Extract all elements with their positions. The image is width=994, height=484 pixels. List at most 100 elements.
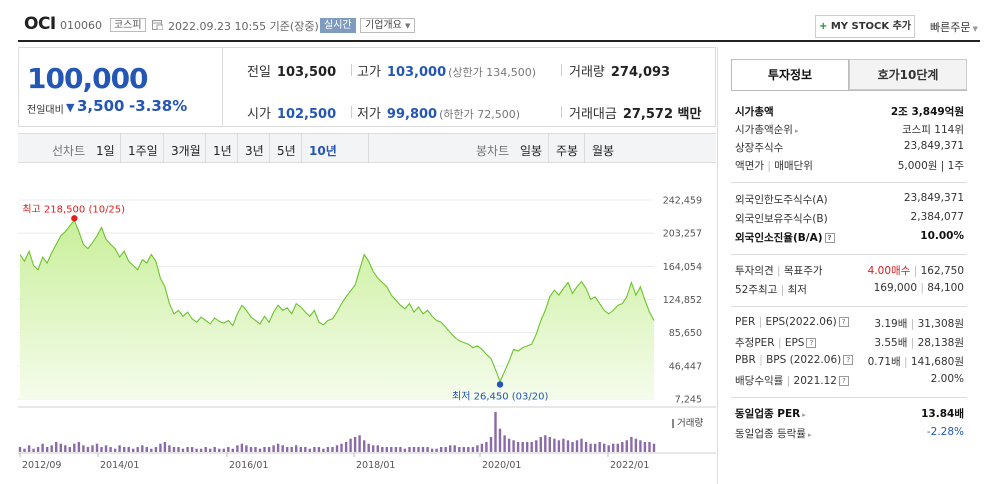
volume-bar [335, 445, 339, 452]
tab-investment-info[interactable]: 투자정보 [731, 59, 849, 90]
volume-bar [449, 445, 452, 452]
company-info-dropdown[interactable]: 기업개요 ▼ [360, 18, 416, 33]
volume-legend: 거래량 [677, 417, 703, 429]
tab-daily[interactable]: 일봉 [520, 144, 543, 158]
tab-orderbook[interactable]: 호가10단계 [849, 59, 967, 90]
help-icon[interactable]: ? [806, 338, 817, 348]
volume-bar [462, 447, 465, 452]
opinion-row: 투자의견 | 목표주가 4.00매수 | 162,750 [735, 263, 964, 281]
x-tick-label: 2020/01 [482, 460, 521, 471]
volume-bar [408, 447, 411, 452]
volume-bar [150, 448, 153, 452]
down-arrow-icon: ▼ [66, 101, 75, 114]
volume-bar [430, 448, 434, 452]
divider [561, 64, 562, 76]
line-chart-label: 선차트 [52, 144, 86, 158]
volume-bar [516, 442, 520, 452]
volume-bar [494, 412, 497, 452]
divider: | [910, 318, 915, 330]
volume-bar [476, 445, 479, 452]
volume-bar [562, 438, 565, 452]
volume-bar [489, 437, 493, 452]
chevron-right-icon: ▸ [794, 127, 799, 135]
volume-bar [227, 447, 230, 452]
volume-bar [435, 448, 438, 452]
tab-3m[interactable]: 3개월 [171, 144, 201, 158]
prev-close-label: 전일 [247, 65, 271, 80]
volume-bar [426, 447, 429, 452]
volume-bar [634, 438, 638, 452]
section-divider [731, 306, 967, 307]
volume-bar [222, 448, 225, 452]
plus-icon: + [818, 21, 828, 32]
price-area [20, 220, 654, 399]
add-mystock-button[interactable]: + MY STOCK 추가 [815, 15, 915, 38]
volume-bar [349, 438, 352, 452]
volume-bar [340, 443, 343, 452]
52week-low-label: 최저 [787, 284, 807, 296]
investment-info-panel: 투자정보 호가10단계 시가총액 2조 3,849억원 시가총액순위 ▸ 코스피 11… [717, 47, 980, 484]
y-tick-label: 124,852 [663, 295, 702, 306]
industry-per-value: 13.84배 [921, 408, 964, 420]
volume-bar [530, 442, 533, 452]
tab-5y[interactable]: 5년 [277, 144, 296, 158]
per-row: PER | EPS(2022.06)? 3.19배 | 31,308원 [735, 316, 964, 334]
volume-bar [385, 447, 388, 452]
open-value: 102,500 [276, 107, 337, 122]
realtime-badge[interactable]: 실시간 [320, 18, 356, 33]
tab-weekly[interactable]: 주봉 [556, 144, 579, 158]
tab-10y[interactable]: 10년 [309, 144, 337, 158]
volume-bar [177, 447, 180, 452]
volume-bar [584, 442, 588, 452]
industry-change-label[interactable]: 동일업종 등락률 [735, 428, 806, 440]
tab-1y[interactable]: 1년 [213, 144, 232, 158]
volume-bar [168, 445, 171, 452]
shares-label: 상장주식수 [735, 142, 784, 154]
help-icon[interactable]: ? [824, 233, 835, 243]
market-cap-rank-label[interactable]: 시가총액순위 ▸ [735, 122, 798, 137]
volume-bar [100, 447, 103, 452]
opinion-value: 4.00매수 [867, 265, 911, 277]
tab-1d[interactable]: 1일 [96, 144, 115, 158]
volume-bar [68, 447, 71, 452]
divider: | [786, 375, 791, 387]
volume-bar [267, 447, 271, 452]
volume-bar [46, 447, 49, 452]
open-label: 시가 [247, 107, 271, 122]
divider: | [904, 356, 908, 368]
unit-label: 매매단위 [774, 160, 813, 172]
prev-close: 전일 103,500 [247, 61, 336, 80]
x-tick-label: 2012/09 [22, 460, 61, 471]
foreign-limit-label: 외국인한도주식수(A) [735, 194, 828, 206]
bps-label: BPS (2022.06) [766, 354, 842, 366]
volume-bar [535, 440, 538, 452]
help-icon[interactable]: ? [838, 376, 849, 386]
volume-bar [616, 443, 619, 452]
volume-bar [290, 447, 293, 452]
help-icon[interactable]: ? [843, 355, 854, 365]
divider [120, 134, 121, 162]
volume-bar [272, 445, 275, 452]
per-value: 3.19배 [874, 318, 908, 330]
volume-bar [480, 443, 484, 452]
divider: | [767, 160, 771, 172]
volume-bar [36, 447, 40, 452]
rank-label-text: 시가총액순위 [735, 124, 793, 136]
tab-1w[interactable]: 1주일 [128, 144, 158, 158]
tab-3y[interactable]: 3년 [245, 144, 264, 158]
x-tick-label: 2016/01 [229, 460, 268, 471]
industry-per-label[interactable]: 동일업종 PER [735, 408, 801, 420]
quick-order-menu[interactable]: 빠른주문 ▼ [930, 19, 978, 35]
volume-bar [77, 442, 81, 452]
volume-bar [571, 442, 574, 452]
help-icon[interactable]: ? [838, 317, 849, 327]
price-area-chart[interactable]: 242,459 203,257 164,054 124,852 85,650 46,447… [18, 163, 716, 484]
tab-monthly[interactable]: 월봉 [592, 144, 615, 158]
volume-bar [91, 445, 94, 452]
volume-bar [104, 445, 108, 452]
volume-bar [113, 448, 117, 452]
volume-bar [159, 443, 162, 452]
dividend-value: 2.00% [930, 373, 964, 385]
pbr-label: PBR [735, 354, 756, 366]
divider [368, 134, 369, 162]
